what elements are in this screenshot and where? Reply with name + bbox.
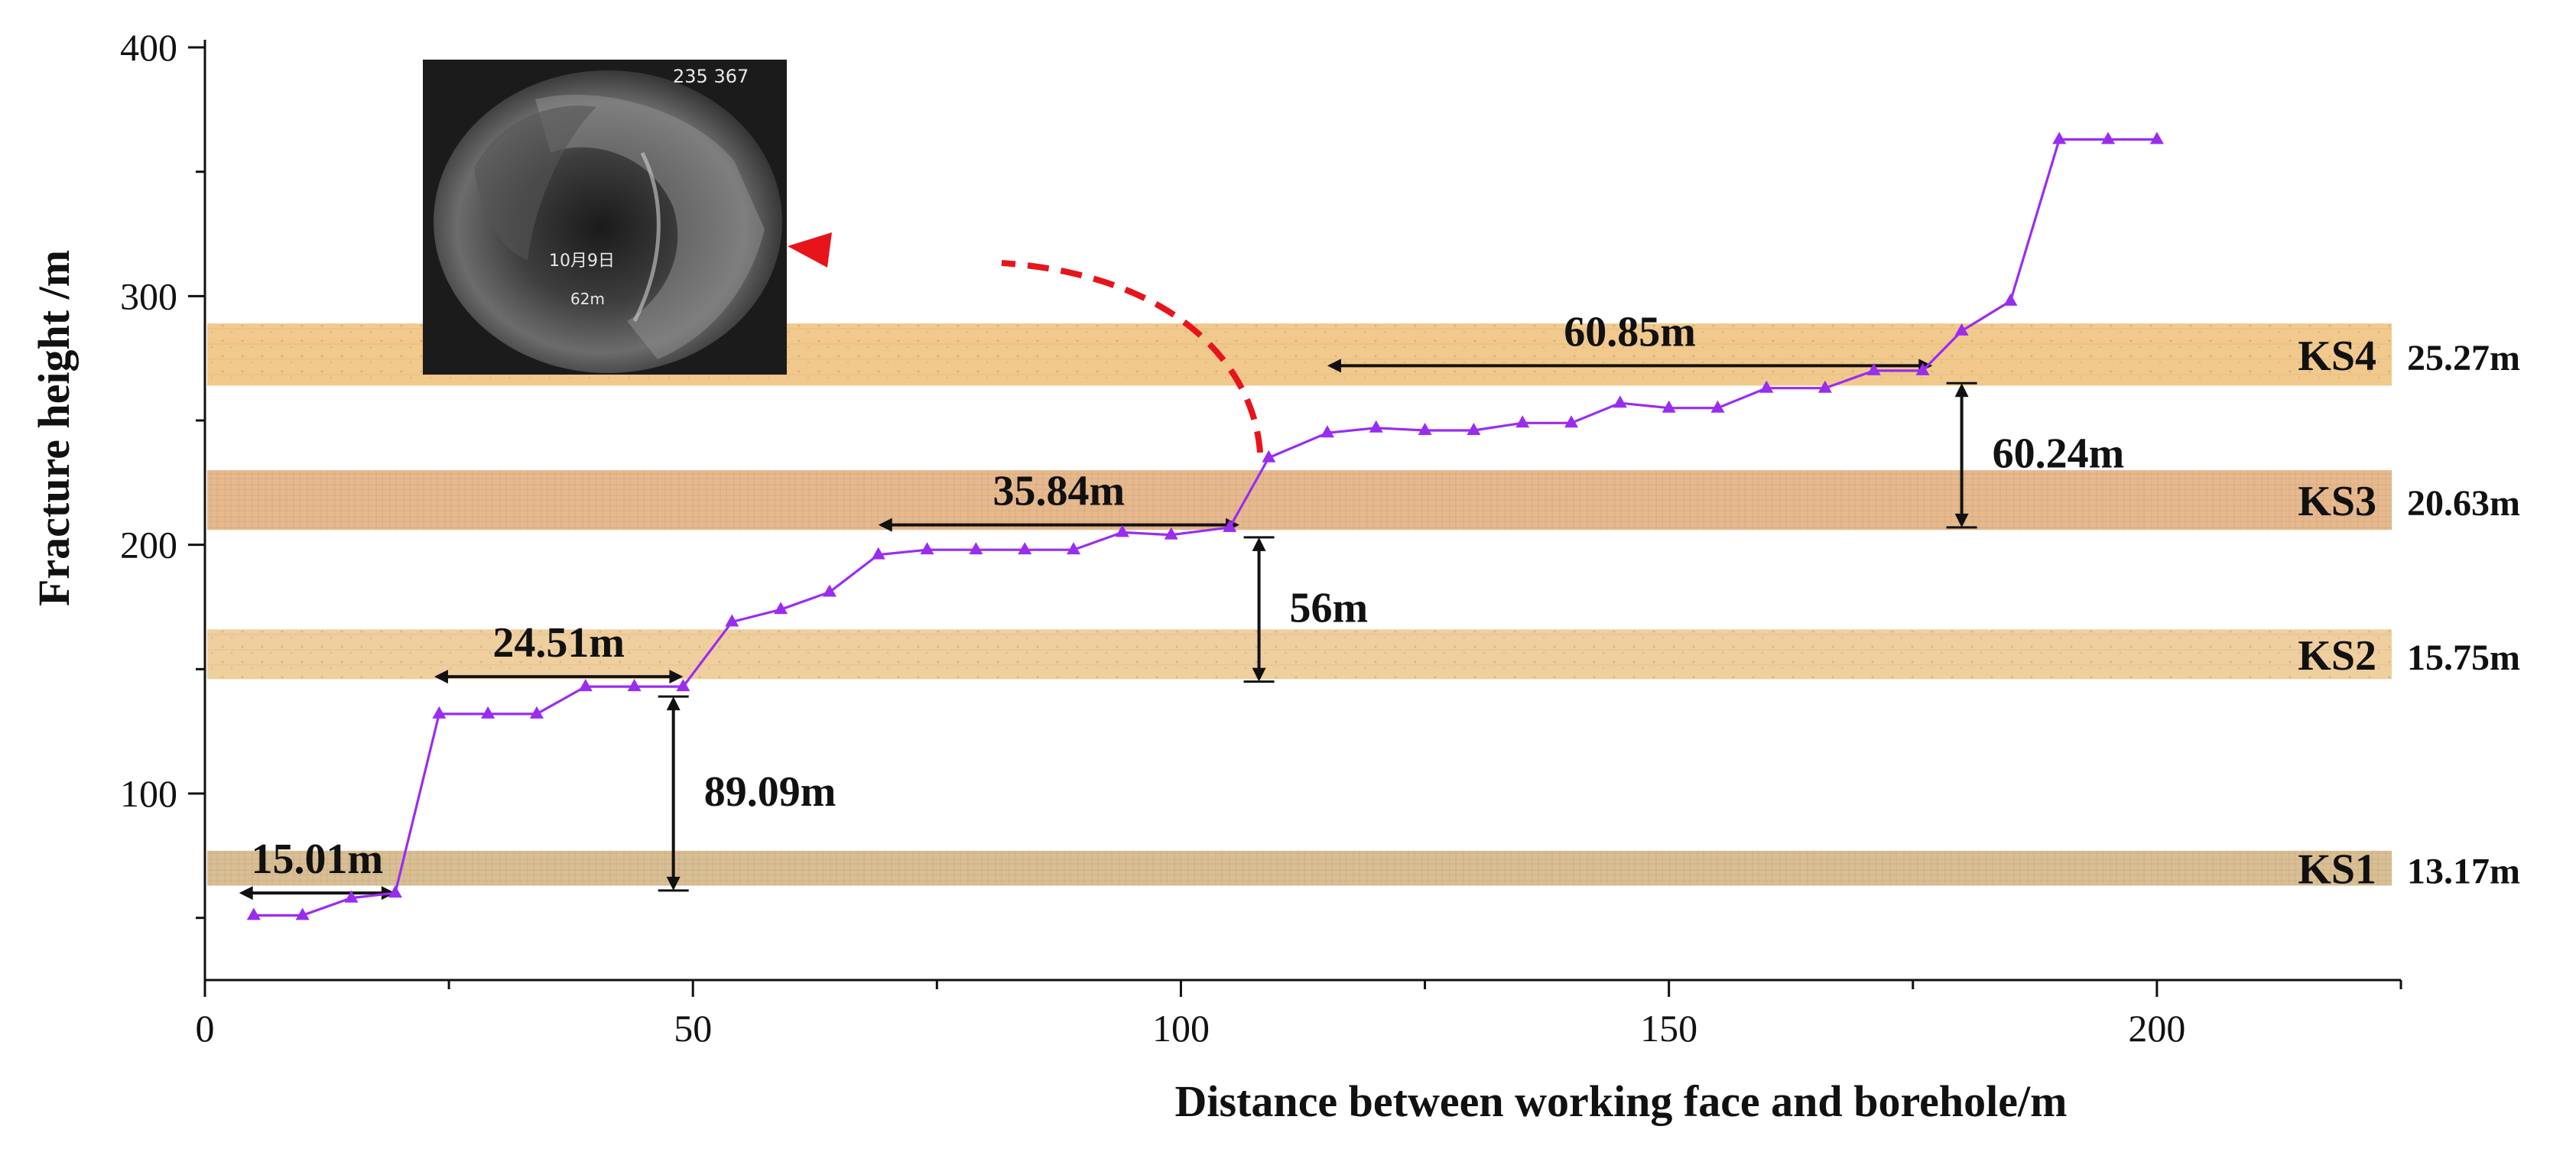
data-point-27	[1564, 415, 1579, 428]
inset-pointer-arrow	[788, 232, 1263, 453]
vspan-arrow-bottom-1	[1252, 667, 1266, 682]
inset-fracture-zone	[474, 105, 596, 260]
data-point-35	[1954, 323, 1969, 336]
x-tick-label-50: 50	[674, 1007, 712, 1050]
stratum-thickness-ks4: 25.27m	[2407, 338, 2520, 378]
data-point-13	[871, 547, 885, 560]
y-tick-label-200: 200	[120, 524, 177, 566]
data-point-21	[1262, 450, 1276, 463]
vspan-arrow-top-0	[666, 696, 681, 711]
axes: 0 50 100 150 200 100 200 300 400	[120, 26, 2402, 1050]
stratum-label-ks1: KS1	[2298, 846, 2376, 894]
vspan-label-0: 89.09m	[704, 768, 836, 816]
vspan-arrow-top-2	[1954, 383, 1969, 398]
borehole-camera-inset: 235 367 10月9日 62m	[423, 60, 787, 375]
hspan-label-3: 60.85m	[1564, 308, 1696, 355]
x-axis-title: Distance between working face and boreho…	[1175, 1076, 2068, 1126]
data-point-36	[2003, 293, 2018, 306]
vspan-label-1: 56m	[1290, 584, 1369, 631]
stratum-thickness-ks1: 13.17m	[2407, 852, 2520, 892]
data-point-10	[725, 614, 739, 627]
x-tick-label-100: 100	[1152, 1007, 1210, 1050]
y-axis-title: Fracture height /m	[29, 250, 79, 606]
data-point-29	[1662, 400, 1676, 413]
data-point-2	[344, 890, 359, 903]
data-point-23	[1369, 420, 1383, 433]
y-tick-label-100: 100	[120, 772, 177, 815]
data-point-7	[578, 679, 593, 692]
x-tick-label-200: 200	[2128, 1007, 2185, 1050]
data-point-9	[676, 679, 690, 692]
data-point-28	[1613, 395, 1627, 408]
y-tick-label-400: 400	[120, 26, 177, 69]
data-point-0	[246, 907, 261, 920]
hspan-arrow-left-2	[878, 518, 892, 532]
vspan-arrow-bottom-0	[666, 876, 681, 891]
data-point-3	[388, 885, 402, 898]
x-tick-label-150: 150	[1640, 1007, 1697, 1050]
data-point-22	[1320, 425, 1334, 438]
data-point-8	[627, 679, 642, 692]
data-point-5	[481, 706, 495, 719]
data-point-25	[1467, 423, 1481, 436]
vspan-arrow-top-1	[1252, 537, 1266, 551]
data-point-18	[1115, 524, 1129, 537]
data-point-1	[295, 907, 310, 920]
stratum-texture-ks1	[207, 850, 2392, 886]
fracture-height-series	[246, 131, 2164, 920]
inset-caption-depth: 62m	[570, 290, 605, 308]
stratum-thickness-ks3: 20.63m	[2407, 483, 2520, 524]
inset-borehole-wall	[535, 94, 765, 360]
data-point-24	[1418, 423, 1432, 436]
hspan-arrow-left-0	[239, 886, 253, 901]
hspan-arrow-left-3	[1327, 359, 1341, 373]
x-tick-label-0: 0	[196, 1007, 215, 1050]
y-tick-label-300: 300	[120, 274, 177, 317]
data-point-6	[529, 706, 544, 719]
inset-fracture-line	[632, 151, 661, 323]
stratum-label-ks4: KS4	[2298, 333, 2376, 380]
inset-caption-date: 10月9日	[549, 252, 615, 271]
series-line-0	[253, 138, 2157, 917]
hspan-arrow-right-1	[669, 670, 684, 684]
data-point-17	[1067, 542, 1081, 555]
hspan-label-2: 35.84m	[993, 468, 1126, 515]
vspan-label-2: 60.24m	[1993, 430, 2125, 478]
data-point-33	[1866, 362, 1881, 375]
data-point-12	[822, 584, 836, 597]
data-point-30	[1710, 400, 1725, 413]
data-point-31	[1759, 380, 1774, 393]
hspan-arrow-left-1	[434, 670, 448, 684]
data-point-4	[432, 706, 447, 719]
span-annotations: 15.01m 24.51m 35.84m 60.85m 89.09m 56m 60.24m	[239, 308, 2125, 901]
data-point-15	[969, 542, 983, 555]
data-point-14	[920, 542, 934, 555]
stratum-texture-ks2	[207, 629, 2392, 680]
data-point-11	[774, 602, 788, 615]
data-point-39	[2149, 131, 2164, 144]
pointer-dashed-curve	[1001, 260, 1263, 453]
strata-bands: KS1 13.17m KS2 15.75m KS3 20.63m KS4 25.27m	[207, 323, 2520, 894]
stratum-label-ks2: KS2	[2298, 632, 2376, 680]
vspan-arrow-bottom-2	[1954, 513, 1969, 527]
hspan-label-0: 15.01m	[251, 836, 383, 883]
stratum-label-ks3: KS3	[2298, 478, 2376, 525]
data-point-16	[1018, 542, 1032, 555]
stratum-texture-ks3	[207, 470, 2392, 531]
data-point-34	[1915, 362, 1930, 375]
data-point-20	[1223, 519, 1237, 532]
data-point-32	[1817, 380, 1832, 393]
data-point-38	[2101, 131, 2116, 144]
data-point-26	[1515, 415, 1530, 428]
data-point-37	[2052, 131, 2067, 144]
stratum-thickness-ks2: 15.75m	[2407, 638, 2520, 678]
inset-corner-text: 235 367	[673, 66, 749, 87]
pointer-arrowhead	[788, 232, 832, 268]
data-point-19	[1164, 527, 1178, 540]
hspan-label-1: 24.51m	[492, 619, 625, 667]
